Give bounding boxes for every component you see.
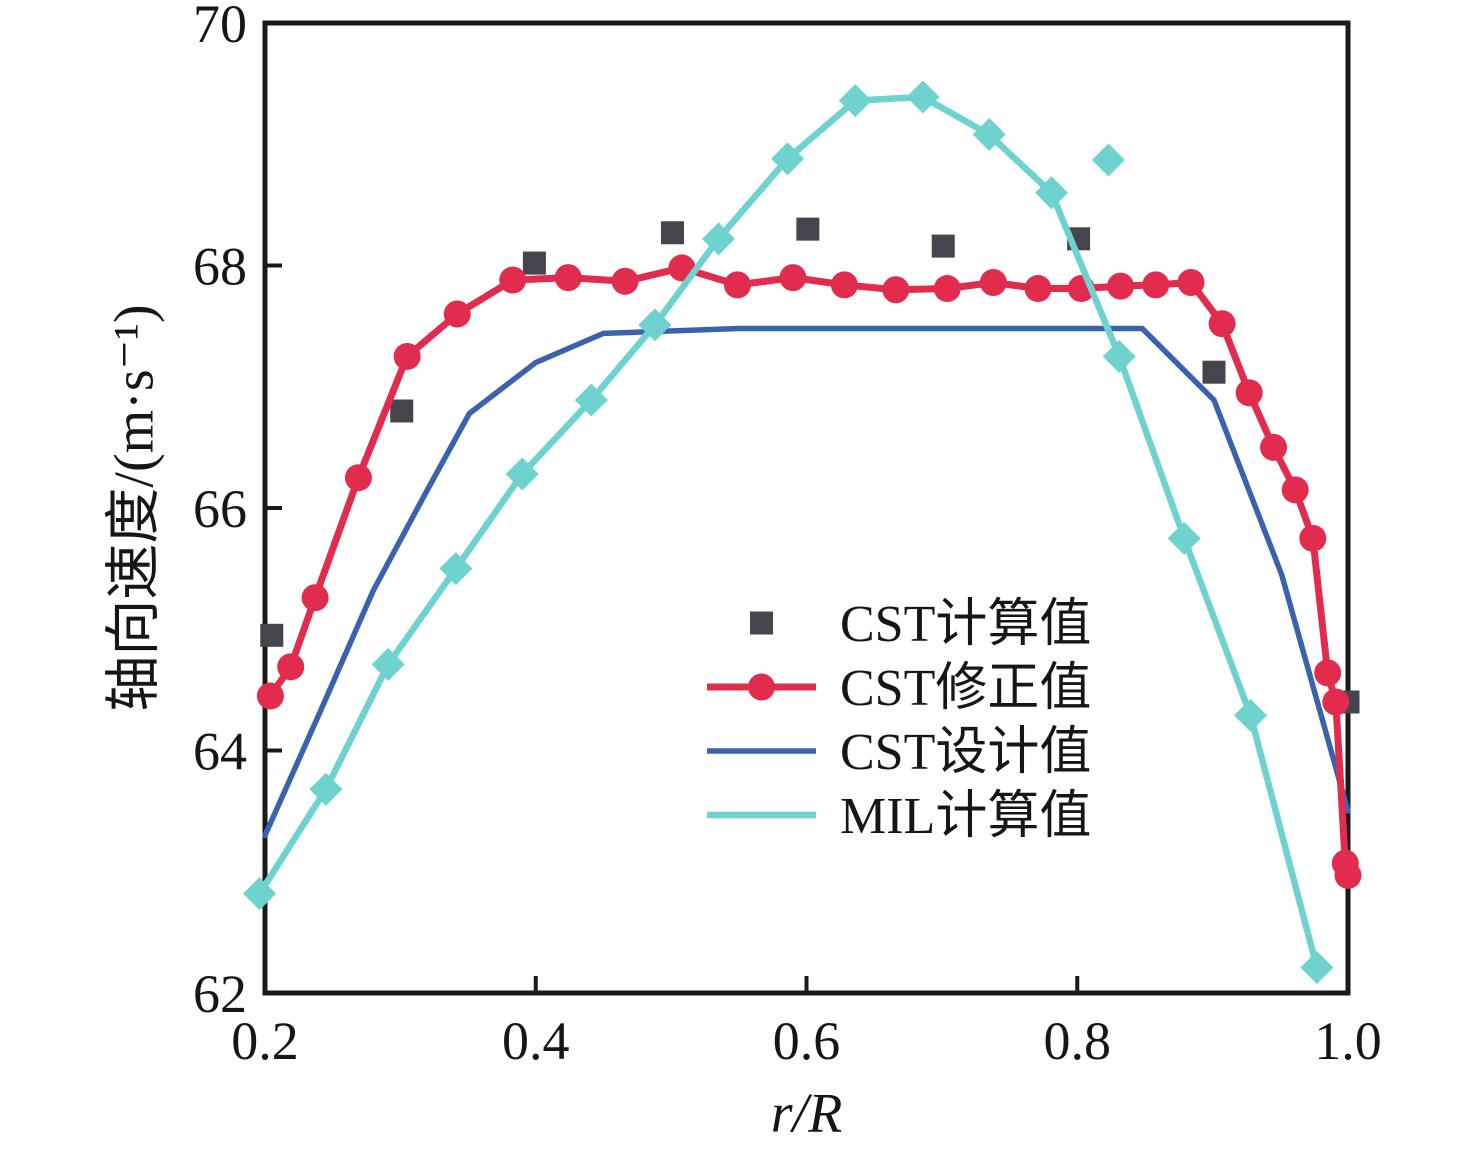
x-tick-label: 0.2 [231, 1011, 299, 1071]
mil-computed-line [256, 93, 1321, 971]
legend-label-mil-computed: MIL计算值 [840, 788, 1091, 845]
y-tick-label: 68 [193, 236, 247, 296]
cst-corrected-marker [723, 271, 751, 299]
y-tick-label: 66 [193, 479, 247, 539]
legend-item-mil-computed: MIL计算值 [707, 788, 1091, 845]
plot-frame [262, 20, 1351, 996]
series-cst-design [262, 325, 1351, 839]
x-tick-label: 0.6 [773, 1011, 841, 1071]
cst-corrected-marker [933, 275, 961, 303]
cst-corrected-marker [779, 264, 807, 292]
cst-corrected-marker [1322, 688, 1350, 716]
cst-corrected-line [266, 264, 1352, 879]
x-tick-label: 0.4 [502, 1011, 570, 1071]
cst-corrected-marker [277, 653, 305, 681]
mil-computed-marker [972, 118, 1006, 152]
legend-label-cst-design: CST设计值 [840, 724, 1091, 781]
cst-corrected-marker [830, 271, 858, 299]
legend-label-cst-computed: CST计算值 [840, 596, 1091, 653]
cst-corrected-marker [499, 266, 527, 294]
cst-computed-marker [796, 217, 820, 241]
axes [262, 20, 1351, 996]
mil-computed-marker [906, 80, 940, 114]
mil-computed-marker [638, 308, 672, 342]
cst-corrected-marker [1260, 433, 1288, 461]
mil-computed-marker [702, 222, 736, 256]
legend-item-cst-computed: CST计算值 [750, 596, 1091, 653]
cst-corrected-marker [1177, 268, 1205, 296]
cst-computed-legend-marker-icon [750, 611, 773, 635]
cst-corrected-marker [882, 276, 910, 304]
mil-computed-marker [1234, 698, 1268, 732]
mil-computed-marker [574, 383, 608, 417]
mil-computed-marker [1035, 176, 1069, 210]
mil-computed-marker [309, 772, 343, 806]
x-tick-label: 1.0 [1314, 1011, 1382, 1071]
legend-item-cst-design: CST设计值 [707, 724, 1091, 781]
cst-corrected-marker [1235, 379, 1263, 407]
cst-corrected-legend-marker-icon [748, 673, 775, 701]
cst-computed-marker [931, 234, 955, 258]
mil-computed-marker [243, 877, 277, 911]
y-axis-label: 轴向速度/(m·s⁻¹) [104, 304, 166, 711]
cst-corrected-marker [1142, 271, 1170, 299]
cst-corrected-marker [1334, 861, 1362, 889]
series-cst-corrected [256, 254, 1362, 889]
series-mil-computed [243, 80, 1334, 985]
x-tick-labels: 0.2 0.4 0.6 0.8 1.0 [231, 1011, 1382, 1071]
mil-computed-marker [439, 552, 473, 586]
cst-corrected-marker [1208, 310, 1236, 338]
y-tick-label: 64 [193, 721, 247, 781]
cst-corrected-marker [256, 682, 284, 710]
x-axis-label: r/R [771, 1083, 843, 1145]
x-tick-label: 0.8 [1044, 1011, 1112, 1071]
cst-corrected-marker [344, 464, 372, 492]
y-tick-label: 70 [193, 0, 247, 54]
cst-corrected-marker [611, 267, 639, 295]
cst-computed-marker [260, 623, 284, 647]
mil-computed-marker [505, 457, 539, 491]
mil-computed-extra-marker [1091, 143, 1125, 177]
cst-computed-marker [390, 399, 414, 423]
mil-computed-marker [1102, 339, 1136, 373]
legend: CST计算值 CST修正值 CST设计值 MIL计算值 [707, 596, 1091, 845]
cst-corrected-marker [1314, 659, 1342, 687]
cst-design-line [262, 325, 1351, 839]
mil-computed-marker [838, 84, 872, 118]
legend-item-cst-corrected: CST修正值 [707, 660, 1091, 717]
cst-corrected-marker [393, 342, 421, 370]
mil-computed-marker [1300, 951, 1334, 985]
x-axis-ticks [533, 976, 1080, 993]
y-axis-ticks [265, 263, 282, 753]
mil-computed-marker [771, 142, 805, 176]
cst-computed-marker [522, 251, 546, 275]
mil-computed-marker [371, 647, 405, 681]
cst-corrected-marker [979, 268, 1007, 296]
cst-corrected-marker [1107, 272, 1135, 300]
cst-corrected-marker [1281, 476, 1309, 504]
cst-corrected-marker [554, 264, 582, 292]
y-tick-label: 62 [193, 964, 247, 1024]
cst-corrected-marker [301, 584, 329, 612]
cst-computed-marker [660, 221, 684, 245]
y-tick-labels: 62 64 66 68 70 [193, 0, 247, 1024]
mil-computed-marker [1167, 521, 1201, 555]
cst-corrected-marker [1024, 275, 1052, 303]
cst-computed-marker [1202, 360, 1226, 384]
cst-corrected-marker [1299, 524, 1327, 552]
legend-label-cst-corrected: CST修正值 [840, 660, 1091, 717]
cst-corrected-marker [443, 300, 471, 328]
